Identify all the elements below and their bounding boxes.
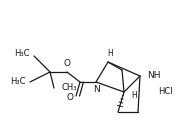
Text: O: O [67,94,74,103]
Text: N: N [94,85,100,94]
Text: H: H [107,49,113,57]
Text: H: H [131,92,137,100]
Text: CH₃: CH₃ [61,83,77,92]
Text: H₃C: H₃C [14,49,30,59]
Text: H₃C: H₃C [11,77,26,87]
Text: NH: NH [147,72,161,81]
Text: HCl: HCl [158,88,173,96]
Text: O: O [64,59,70,68]
